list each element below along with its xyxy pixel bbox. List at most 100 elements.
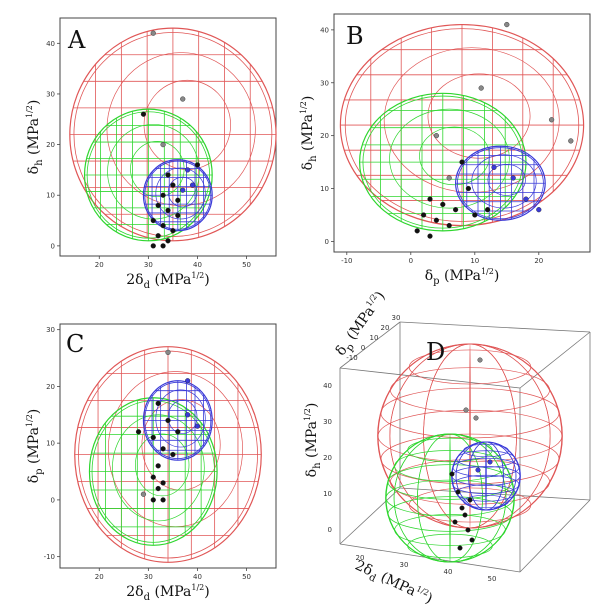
data-point-3d (467, 497, 473, 503)
blue-sphere-ring (155, 389, 206, 448)
green-sphere-wireframe (88, 397, 218, 546)
data-point (433, 133, 440, 139)
data-point (414, 228, 420, 234)
data-point (160, 192, 166, 198)
panel-letter: A (67, 26, 86, 54)
z-tick-label: 40 (323, 382, 332, 390)
green-sphere-ring (389, 108, 510, 209)
x-tick-label: 20 (95, 261, 104, 269)
x-tick-label: 50 (242, 573, 251, 581)
data-point-3d (455, 489, 461, 495)
data-point (548, 117, 555, 123)
z-tick-label: 10 (323, 490, 332, 498)
green-sphere-ring (419, 126, 490, 186)
data-point (185, 412, 191, 418)
x-tick-label: -10 (341, 257, 352, 265)
data-point-3d (475, 467, 481, 473)
data-point (175, 212, 181, 219)
cube-edge (339, 367, 521, 389)
green-sphere-3d (385, 433, 515, 563)
data-point (170, 228, 176, 234)
red-sphere-ring (143, 79, 231, 170)
data-point-3d (463, 407, 469, 413)
data-point (446, 222, 452, 229)
red-sphere-meridian (389, 343, 551, 529)
panel-letter: C (66, 330, 84, 358)
data-point (165, 238, 171, 244)
data-point (155, 400, 161, 407)
data-point (135, 429, 142, 435)
y-tick-label: 10 (46, 440, 55, 448)
x-axis-label: 2δd (MPa1/2) (351, 557, 435, 606)
red-sphere-latitude (380, 433, 560, 485)
data-point (433, 217, 440, 223)
data-point-3d (477, 357, 483, 363)
data-point-3d (457, 545, 463, 551)
z-axis-label: δh (MPa1/2) (303, 403, 323, 478)
data-point-3d (469, 537, 475, 543)
data-point (160, 223, 166, 229)
data-point (150, 217, 156, 224)
data-point (478, 85, 484, 91)
green-sphere-wireframe (358, 92, 527, 232)
blue-sphere-latitude (452, 457, 520, 478)
x-tick-label: 50 (242, 261, 251, 269)
red-sphere-wireframe (74, 346, 262, 563)
data-point (150, 434, 156, 441)
red-sphere-wireframe (339, 23, 585, 227)
data-point (491, 164, 497, 170)
green-sphere-latitude (385, 479, 515, 517)
x-tick-label: 50 (488, 575, 497, 583)
data-point (440, 201, 446, 208)
data-point (150, 474, 156, 480)
x-axis-label: 2δd (MPa1/2) (126, 583, 209, 603)
x-tick-label: 20 (356, 554, 365, 562)
cube-edge (399, 321, 591, 333)
data-point-3d (473, 415, 479, 421)
data-point (140, 491, 147, 497)
data-point (175, 429, 181, 435)
y-tick-label: 40 (46, 40, 55, 48)
blue-sphere-wireframe (142, 380, 213, 461)
data-point-3d (462, 512, 468, 518)
red-sphere-ring (107, 371, 243, 528)
red-sphere-latitude (380, 387, 560, 439)
data-point (465, 185, 472, 192)
data-point (165, 349, 171, 355)
green-sphere-latitude (407, 533, 493, 559)
cube-edge (339, 321, 401, 369)
data-point (170, 182, 176, 188)
data-point-3d (487, 459, 493, 465)
x-axis-label: 2δd (MPa1/2) (126, 271, 209, 291)
data-point-3d (449, 471, 455, 477)
y-tick-label: 10 (46, 192, 55, 200)
x-tick-label: 20 (534, 257, 543, 265)
y-tick-label: 0 (325, 238, 329, 246)
green-sphere-latitude (387, 464, 513, 500)
panel-letter: B (346, 22, 364, 50)
data-point (568, 138, 574, 144)
data-point (427, 233, 433, 239)
y-tick-label: 0 (361, 344, 365, 352)
data-point (160, 243, 166, 249)
data-point (421, 212, 427, 218)
red-sphere-ring (106, 52, 256, 207)
data-point (140, 111, 147, 117)
data-point (194, 162, 201, 168)
x-tick-label: 40 (444, 568, 453, 576)
y-tick-label: 0 (51, 496, 55, 504)
cube-edge (339, 487, 401, 545)
data-point (180, 187, 186, 193)
data-point-3d (459, 505, 465, 511)
x-tick-label: 30 (144, 261, 153, 269)
data-point (453, 207, 459, 213)
red-sphere-3d (377, 343, 563, 529)
y-tick-label: -10 (346, 354, 357, 362)
y-tick-label: -10 (44, 553, 55, 561)
data-point (155, 485, 161, 492)
blue-sphere-latitude (456, 450, 516, 468)
y-axis-label: δh (MPa1/2) (299, 96, 319, 171)
data-point (160, 480, 166, 486)
x-tick-label: 30 (400, 561, 409, 569)
